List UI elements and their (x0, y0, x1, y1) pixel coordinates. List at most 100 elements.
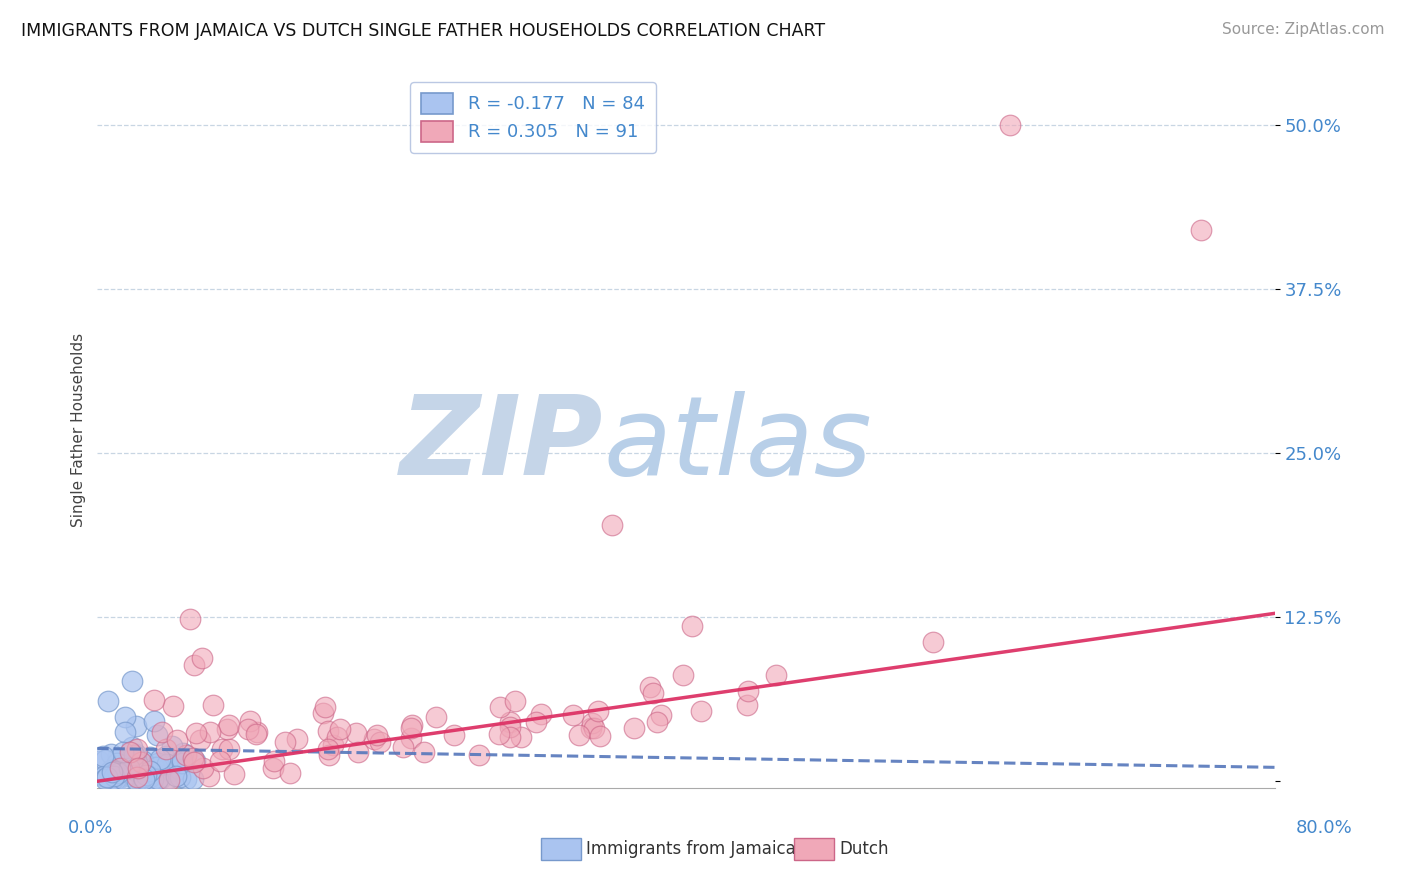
Point (399, 721, 422, 735)
Point (524, 715, 547, 730)
Point (107, 761, 129, 775)
Point (129, 755, 152, 769)
Point (184, 754, 207, 768)
Point (505, 693, 527, 707)
Point (134, 760, 156, 774)
Point (125, 747, 148, 761)
Point (121, 739, 143, 754)
Point (139, 764, 162, 778)
Point (121, 763, 143, 777)
Point (643, 685, 665, 699)
Legend: R = -0.177   N = 84, R = 0.305   N = 91: R = -0.177 N = 84, R = 0.305 N = 91 (411, 82, 655, 153)
Point (690, 704, 713, 718)
Point (135, 768, 157, 782)
Point (125, 764, 148, 778)
Point (103, 769, 125, 783)
Point (98, 764, 121, 779)
Text: Dutch: Dutch (839, 840, 889, 858)
Point (174, 747, 197, 762)
Point (127, 756, 149, 770)
Point (239, 714, 262, 729)
Point (107, 770, 129, 784)
Point (568, 727, 591, 741)
Point (114, 710, 136, 724)
Point (132, 754, 155, 768)
Point (191, 761, 214, 775)
Point (146, 760, 169, 774)
Point (363, 731, 385, 746)
Text: atlas: atlas (603, 392, 872, 499)
Point (105, 772, 128, 787)
Point (174, 772, 197, 786)
Point (499, 720, 522, 734)
Point (105, 756, 128, 771)
Point (127, 771, 149, 785)
Point (329, 722, 352, 736)
Point (413, 746, 436, 760)
Point (155, 742, 177, 756)
Point (159, 764, 181, 778)
Point (89, 754, 111, 768)
Point (530, 706, 553, 721)
Point (118, 766, 141, 780)
Point (425, 710, 447, 724)
Point (172, 753, 194, 767)
Point (318, 724, 340, 739)
Point (623, 722, 645, 736)
Point (100, 763, 122, 777)
Point (263, 754, 285, 768)
Point (100, 747, 122, 761)
Point (322, 738, 344, 752)
Point (671, 668, 693, 682)
Point (166, 733, 188, 747)
Text: Immigrants from Jamaica: Immigrants from Jamaica (586, 840, 796, 858)
Point (681, 618, 703, 632)
Point (169, 770, 191, 784)
Point (101, 772, 124, 786)
Point (368, 735, 391, 749)
Point (588, 705, 610, 719)
Point (111, 745, 134, 759)
Point (191, 651, 214, 665)
Point (638, 680, 661, 694)
Point (366, 728, 388, 742)
Point (198, 724, 221, 739)
Point (121, 760, 143, 774)
Point (165, 769, 187, 783)
Point (998, 119, 1021, 133)
Point (401, 717, 423, 731)
Point (131, 772, 153, 787)
Text: IMMIGRANTS FROM JAMAICA VS DUTCH SINGLE FATHER HOUSEHOLDS CORRELATION CHART: IMMIGRANTS FROM JAMAICA VS DUTCH SINGLE … (21, 22, 825, 40)
Point (172, 756, 194, 770)
Point (344, 726, 367, 740)
Point (735, 698, 758, 713)
Point (148, 756, 170, 771)
Text: Source: ZipAtlas.com: Source: ZipAtlas.com (1222, 22, 1385, 37)
Point (179, 612, 201, 626)
Point (150, 725, 173, 739)
Point (499, 730, 522, 744)
Point (125, 719, 148, 733)
Point (121, 674, 143, 689)
Point (127, 774, 149, 789)
Point (120, 745, 142, 759)
Point (157, 772, 180, 787)
Point (120, 765, 142, 780)
Point (215, 722, 238, 736)
Point (108, 750, 131, 764)
Point (107, 766, 129, 780)
Point (245, 727, 267, 741)
Point (401, 731, 423, 745)
Point (157, 772, 180, 786)
Point (94, 753, 117, 767)
Point (142, 772, 165, 786)
Text: 80.0%: 80.0% (1296, 819, 1353, 837)
Point (489, 700, 512, 714)
Point (114, 725, 136, 739)
Point (392, 739, 415, 754)
Point (149, 771, 172, 785)
Point (124, 747, 146, 762)
Point (121, 756, 143, 770)
Point (135, 773, 157, 788)
Point (172, 746, 194, 760)
